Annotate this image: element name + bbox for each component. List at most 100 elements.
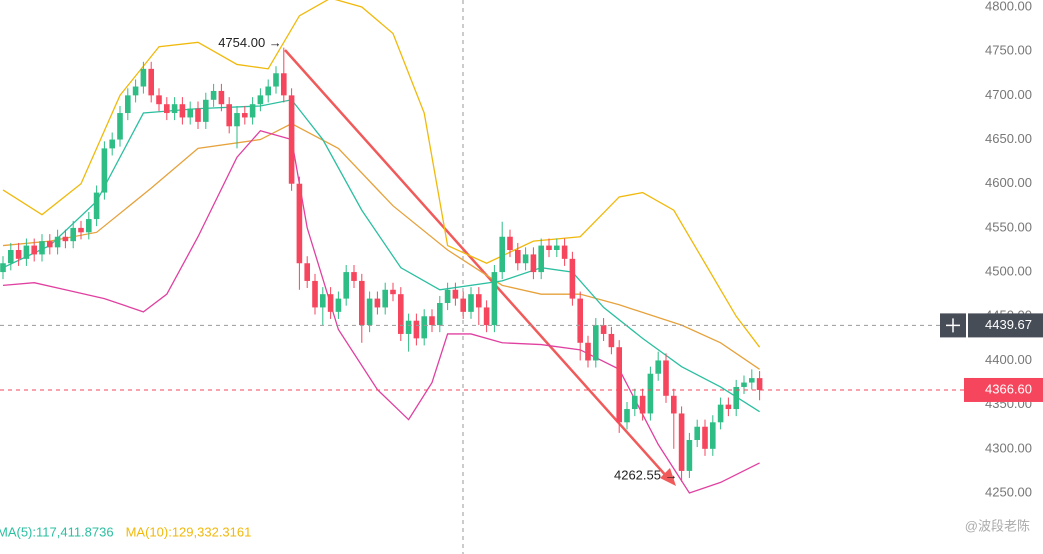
- y-tick-label: 4400.00: [985, 352, 1032, 367]
- candle-body: [686, 439, 693, 471]
- legend-entry: MA(5):117,411.8736: [0, 524, 114, 539]
- legend-entry: MA(10):129,332.3161: [126, 524, 252, 539]
- candle-body: [499, 236, 505, 273]
- candle-body: [741, 382, 747, 387]
- candle-body: [632, 395, 638, 410]
- last-price-label: 4366.60: [985, 381, 1032, 396]
- candle-body: [678, 413, 685, 471]
- candle-body: [117, 113, 123, 140]
- candle-body: [515, 250, 521, 264]
- candle-body: [569, 258, 576, 299]
- candle-body: [593, 325, 599, 361]
- candle-body: [327, 294, 334, 312]
- candle-body: [281, 73, 287, 96]
- candle-body: [109, 139, 115, 149]
- candle-body: [101, 148, 108, 193]
- candle-body: [390, 289, 396, 295]
- candle-body: [164, 104, 170, 114]
- candle-body: [382, 289, 388, 308]
- candle-body: [171, 104, 178, 114]
- candle-body: [234, 113, 240, 127]
- candle-body: [132, 86, 139, 96]
- candle-body: [421, 316, 427, 339]
- candle-body: [47, 241, 53, 248]
- candle-body: [522, 254, 529, 264]
- candle-body: [702, 426, 708, 449]
- candle-body: [148, 68, 154, 96]
- candle-body: [725, 404, 732, 410]
- candle-body: [756, 378, 763, 390]
- candle-body: [561, 245, 568, 259]
- y-tick-label: 4600.00: [985, 175, 1032, 190]
- candle-body: [242, 113, 248, 118]
- candle-body: [616, 347, 622, 423]
- candle-body: [288, 95, 295, 184]
- candle-body: [93, 192, 100, 220]
- candle-body: [210, 90, 217, 100]
- low-annotation: 4262.55 →: [614, 467, 678, 482]
- candle-body: [0, 263, 6, 273]
- candle-body: [717, 404, 724, 423]
- candle-body: [187, 108, 193, 118]
- candle-body: [304, 263, 310, 281]
- candle-body: [366, 298, 373, 326]
- y-tick-label: 4500.00: [985, 264, 1032, 279]
- candle-body: [749, 378, 755, 383]
- candle-body: [538, 245, 544, 273]
- candle-body: [437, 303, 443, 326]
- y-tick-label: 4300.00: [985, 440, 1032, 455]
- candle-body: [320, 294, 326, 308]
- y-tick-label: 4700.00: [985, 87, 1032, 102]
- candle-body: [203, 99, 209, 122]
- trend-arrow: [284, 49, 669, 479]
- candle-body: [312, 280, 318, 308]
- candle-body: [70, 227, 76, 242]
- candle-body: [15, 250, 22, 259]
- candle-body: [655, 360, 661, 374]
- arrow-head: [660, 468, 676, 486]
- candle-body: [530, 254, 537, 273]
- y-tick-label: 4250.00: [985, 484, 1032, 499]
- candle-body: [608, 333, 615, 348]
- candle-body: [546, 245, 552, 250]
- candle-body: [460, 298, 466, 312]
- watermark: @波段老陈: [965, 518, 1030, 533]
- candle-body: [265, 86, 271, 96]
- candle-body: [351, 272, 357, 281]
- candle-body: [296, 183, 303, 264]
- candle-body: [218, 90, 225, 105]
- candle-body: [577, 298, 583, 343]
- plus-icon: [946, 318, 960, 333]
- indicator-line: [2, 122, 760, 370]
- candle-body: [249, 104, 256, 118]
- y-tick-label: 4800.00: [985, 0, 1032, 13]
- candle-body: [359, 280, 365, 326]
- high-annotation: 4754.00 →: [218, 35, 282, 50]
- candle-body: [429, 316, 435, 326]
- y-tick-label: 4750.00: [985, 43, 1032, 58]
- candle-body: [374, 298, 381, 308]
- crosshair-label: 4439.67: [985, 317, 1032, 332]
- candle-body: [398, 294, 404, 334]
- candle-body: [86, 219, 92, 233]
- candle-body: [554, 245, 560, 250]
- candle-body: [452, 289, 459, 299]
- candle-body: [507, 236, 513, 250]
- indicator-line: [2, 0, 761, 348]
- candle-body: [54, 236, 61, 248]
- indicator-line: [2, 99, 760, 413]
- candle-body: [8, 250, 14, 264]
- indicator-line: [2, 129, 760, 494]
- candle-body: [647, 373, 654, 414]
- candle-body: [179, 104, 186, 118]
- candle-body: [140, 68, 147, 87]
- candle-body: [62, 236, 69, 242]
- candle-body: [23, 245, 30, 259]
- candle-body: [31, 245, 37, 255]
- candle-body: [733, 386, 739, 410]
- candle-body: [444, 289, 451, 304]
- candle-body: [156, 95, 162, 105]
- candle-body: [476, 294, 482, 308]
- last-price-box: [964, 377, 1043, 402]
